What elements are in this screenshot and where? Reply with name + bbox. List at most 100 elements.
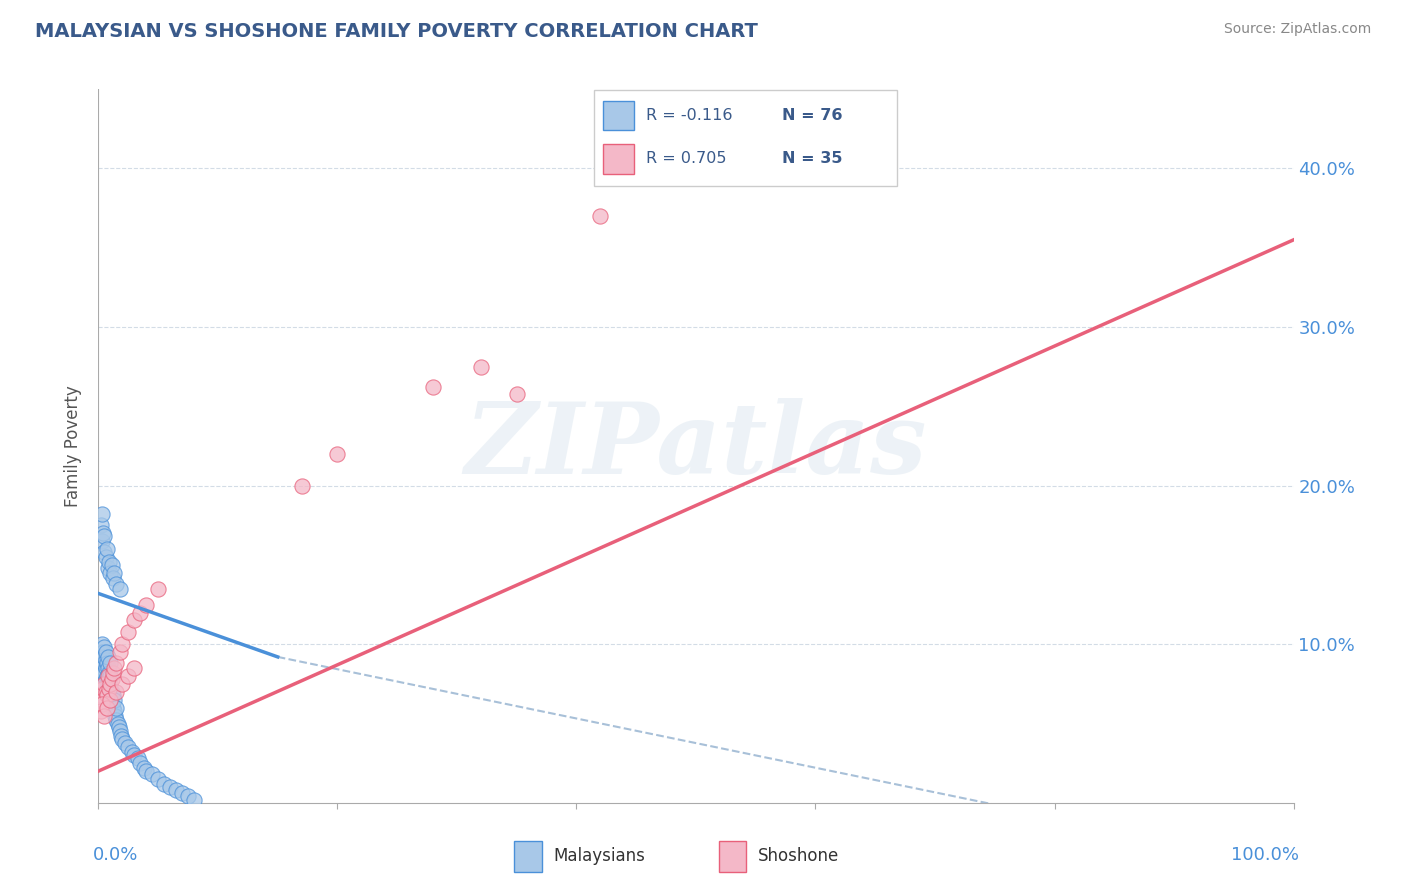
- FancyBboxPatch shape: [593, 90, 897, 186]
- Point: [108, 582, 131, 596]
- Point: [108, 724, 131, 739]
- Point: [153, 777, 176, 791]
- Point: [97, 561, 120, 575]
- Point: [96, 542, 118, 557]
- Point: [96, 657, 118, 671]
- Point: [98, 669, 122, 683]
- Point: [90, 518, 112, 533]
- Point: [100, 672, 122, 686]
- Point: [108, 645, 131, 659]
- Point: [90, 645, 112, 659]
- Point: [291, 478, 314, 492]
- Point: [96, 688, 118, 702]
- Point: [110, 729, 132, 743]
- Point: [96, 669, 118, 683]
- Point: [98, 681, 122, 696]
- Point: [141, 767, 163, 781]
- Bar: [603, 101, 634, 130]
- Y-axis label: Family Poverty: Family Poverty: [65, 385, 83, 507]
- Text: Malaysians: Malaysians: [554, 847, 645, 865]
- Point: [159, 780, 181, 794]
- Point: [94, 549, 117, 564]
- Point: [177, 789, 200, 804]
- Text: 100.0%: 100.0%: [1232, 846, 1299, 863]
- Bar: [515, 840, 541, 872]
- Text: 0.0%: 0.0%: [93, 846, 138, 863]
- Point: [100, 558, 122, 572]
- Point: [121, 745, 143, 759]
- Point: [172, 786, 194, 800]
- Text: Shoshone: Shoshone: [758, 847, 839, 865]
- Point: [94, 661, 117, 675]
- Point: [101, 665, 124, 680]
- Point: [135, 764, 157, 778]
- Point: [91, 669, 114, 683]
- Point: [589, 209, 612, 223]
- Point: [103, 566, 125, 580]
- Point: [93, 640, 115, 655]
- Point: [422, 380, 444, 394]
- Point: [98, 677, 122, 691]
- Text: N = 35: N = 35: [782, 152, 842, 167]
- Point: [97, 649, 120, 664]
- Point: [183, 792, 205, 806]
- Point: [326, 447, 349, 461]
- Point: [470, 359, 492, 374]
- Point: [94, 672, 117, 686]
- Point: [101, 571, 124, 585]
- Point: [98, 681, 121, 696]
- Point: [98, 688, 121, 702]
- Point: [96, 700, 118, 714]
- Point: [148, 772, 170, 786]
- Bar: [718, 840, 747, 872]
- Point: [148, 582, 170, 596]
- Point: [105, 577, 128, 591]
- Point: [114, 735, 136, 749]
- Point: [93, 529, 115, 543]
- Point: [105, 657, 128, 671]
- Point: [91, 645, 114, 659]
- Point: [101, 688, 124, 702]
- Point: [100, 698, 122, 712]
- Point: [98, 692, 122, 706]
- Point: [132, 761, 155, 775]
- Point: [97, 685, 120, 699]
- Point: [103, 661, 125, 675]
- Point: [94, 685, 117, 699]
- Point: [135, 598, 157, 612]
- Point: [117, 740, 139, 755]
- Point: [93, 649, 115, 664]
- Point: [117, 669, 139, 683]
- Text: ZIPatlas: ZIPatlas: [465, 398, 927, 494]
- Point: [93, 665, 115, 680]
- Point: [124, 661, 146, 675]
- Point: [91, 653, 114, 667]
- Text: R = 0.705: R = 0.705: [647, 152, 727, 167]
- Point: [129, 606, 152, 620]
- Point: [98, 677, 121, 691]
- Point: [103, 692, 125, 706]
- Point: [98, 665, 121, 680]
- Bar: [603, 145, 634, 174]
- Point: [117, 624, 139, 639]
- Point: [91, 681, 114, 696]
- Point: [93, 657, 115, 671]
- Point: [111, 677, 134, 691]
- Point: [91, 526, 114, 541]
- Point: [127, 751, 149, 765]
- Point: [91, 692, 114, 706]
- Point: [104, 708, 127, 723]
- Point: [101, 700, 124, 714]
- Point: [103, 704, 125, 718]
- Point: [98, 692, 122, 706]
- Point: [107, 720, 129, 734]
- Point: [100, 685, 122, 699]
- Point: [129, 756, 152, 771]
- Point: [96, 681, 118, 696]
- Text: Source: ZipAtlas.com: Source: ZipAtlas.com: [1223, 22, 1371, 37]
- Point: [105, 685, 128, 699]
- Point: [90, 688, 112, 702]
- Text: MALAYSIAN VS SHOSHONE FAMILY POVERTY CORRELATION CHART: MALAYSIAN VS SHOSHONE FAMILY POVERTY COR…: [35, 22, 758, 41]
- Point: [93, 545, 115, 559]
- Point: [93, 677, 115, 691]
